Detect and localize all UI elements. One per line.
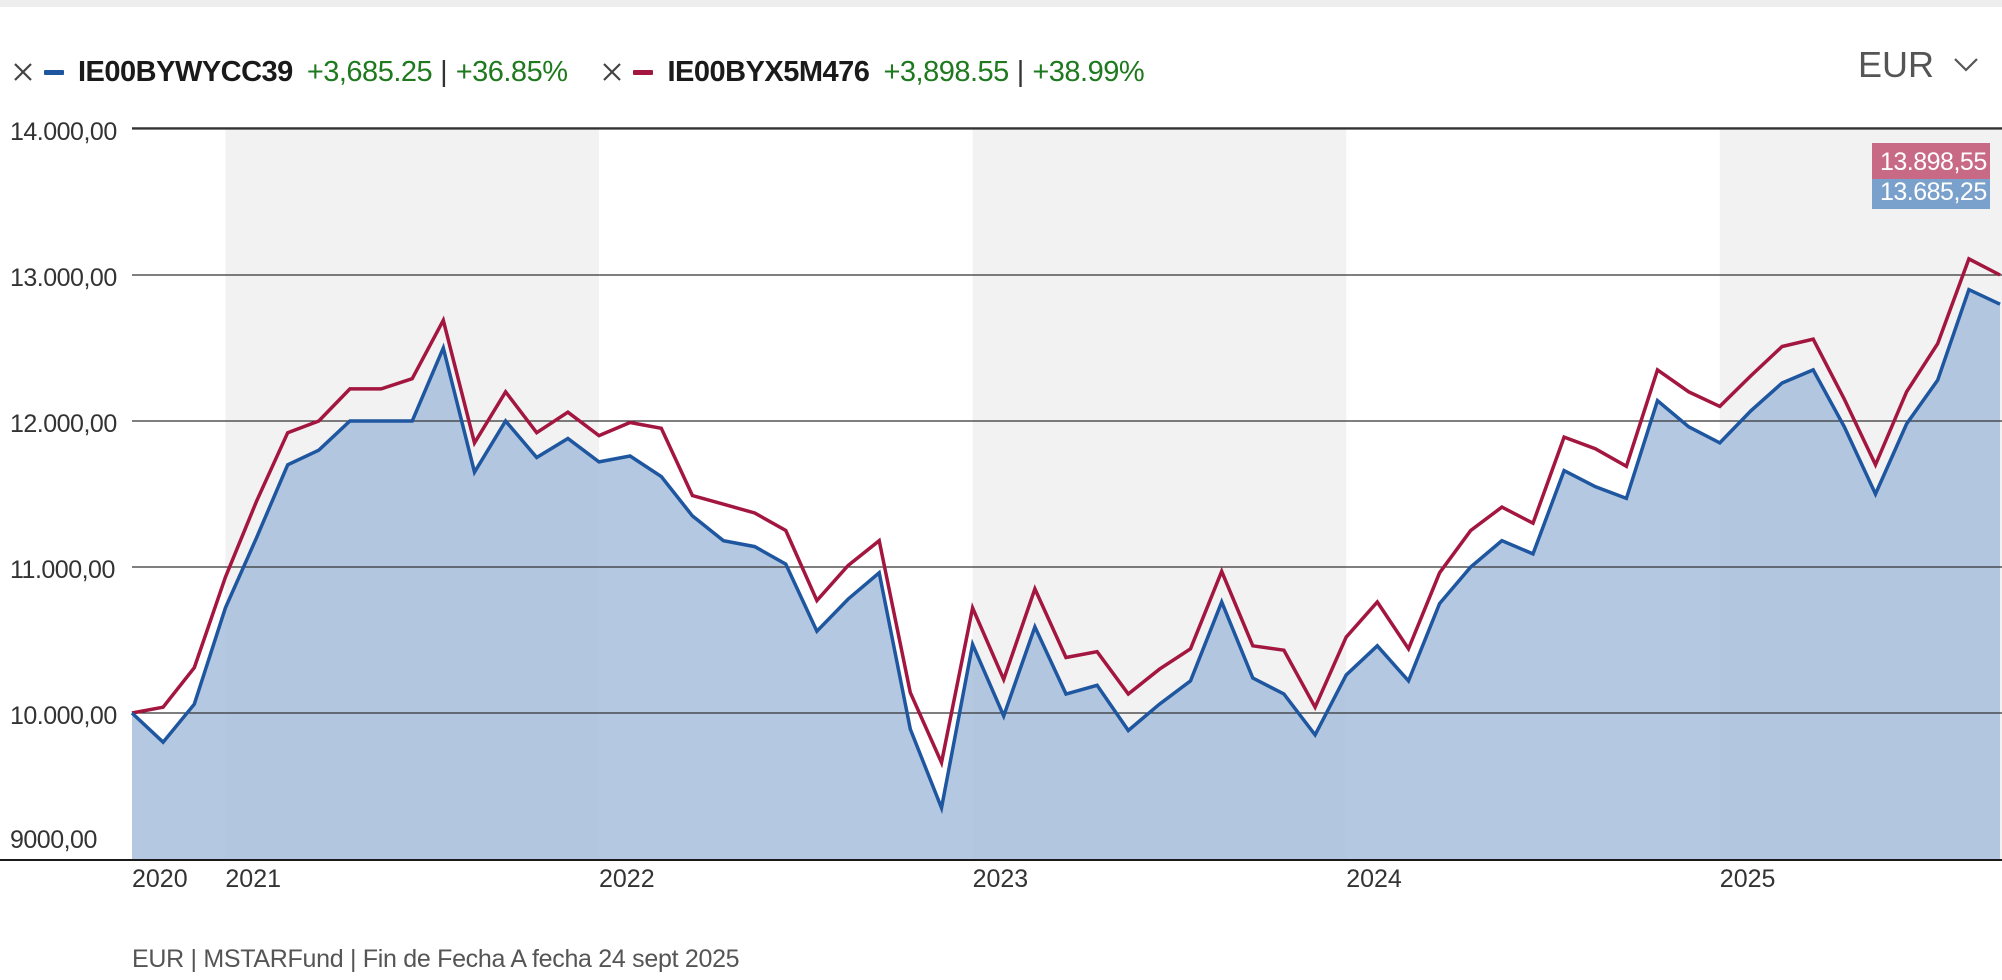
- y-tick-label: 12.000,00: [10, 410, 117, 438]
- legend-change-2: +3,898.55: [883, 55, 1009, 88]
- end-label-text: 13.685,25: [1880, 178, 1987, 206]
- y-tick-label: 11.000,00: [10, 556, 115, 584]
- y-tick-label: 10.000,00: [10, 702, 117, 730]
- chevron-down-icon: [1954, 58, 1978, 72]
- legend-pct-2: +38.99%: [1032, 55, 1145, 88]
- legend-separator-1: |: [440, 55, 448, 88]
- legend-code-1: IE00BYWYCC39: [78, 55, 293, 88]
- legend-separator-2: |: [1016, 55, 1025, 88]
- legend-swatch-2: [633, 69, 654, 75]
- chart-legend: IE00BYWYCC39 +3,685.25 | +36.85% IE00BYX…: [0, 50, 1166, 94]
- line-chart: 14.000,00 13.000,00 12.000,00 11.000,00 10.0…: [0, 118, 2002, 893]
- x-tick-label: 2022: [599, 865, 655, 893]
- x-axis: 2020 2021 2022 2023 2024 2025: [132, 865, 1775, 893]
- y-tick-label: 14.000,00: [10, 118, 117, 146]
- close-icon[interactable]: [8, 57, 38, 87]
- x-tick-label: 2021: [225, 865, 281, 893]
- currency-select[interactable]: EUR: [1858, 44, 1980, 86]
- legend-change-1: +3,685.25: [306, 55, 433, 88]
- currency-label: EUR: [1857, 44, 1934, 85]
- legend-pct-1: +36.85%: [455, 55, 568, 88]
- end-label-text: 13.898,55: [1880, 148, 1987, 176]
- x-tick-label: 2025: [1720, 865, 1776, 893]
- x-tick-label: 2023: [973, 865, 1029, 893]
- x-tick-label: 2020: [132, 865, 188, 893]
- y-tick-label: 9000,00: [10, 826, 97, 854]
- area-fill-series-1: [132, 289, 2000, 861]
- y-tick-label: 13.000,00: [10, 264, 117, 292]
- x-tick-label: 2024: [1346, 865, 1402, 893]
- close-icon[interactable]: [597, 57, 627, 87]
- series-layer: [130, 256, 2001, 815]
- legend-swatch-1: [44, 69, 64, 75]
- legend-item-1: IE00BYWYCC39 +3,685.25 | +36.85%: [0, 55, 568, 89]
- chart-source-note: EUR | MSTARFund | Fin de Fecha A fecha 2…: [132, 945, 740, 973]
- y-axis: 14.000,00 13.000,00 12.000,00 11.000,00 10.0…: [10, 118, 117, 854]
- end-label-box: [1872, 143, 1990, 179]
- area-layer: [132, 289, 2000, 861]
- grid-layer: [0, 127, 2002, 861]
- legend-code-2: IE00BYX5M476: [667, 55, 870, 88]
- top-bar: [0, 0, 2002, 7]
- legend-item-2: IE00BYX5M476 +3,898.55 | +38.99%: [589, 55, 1145, 89]
